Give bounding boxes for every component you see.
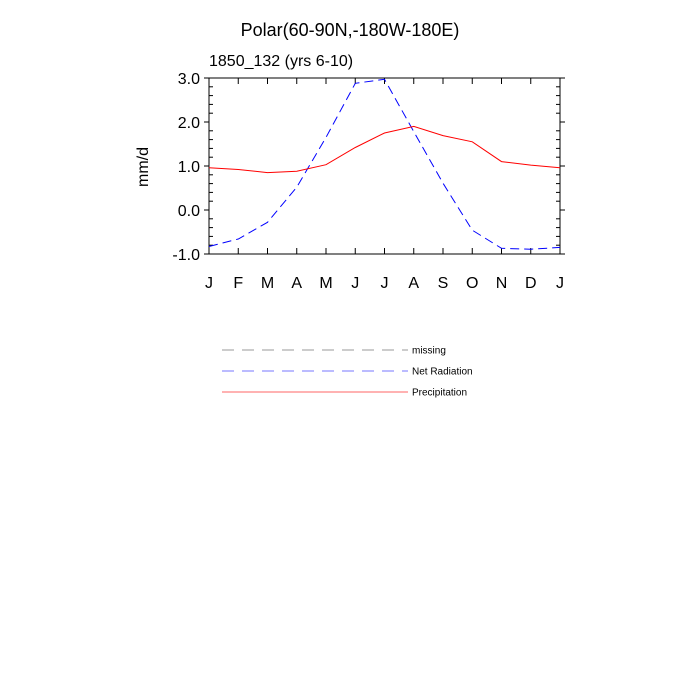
x-tick-label: M bbox=[319, 275, 332, 292]
chart-title: Polar(60-90N,-180W-180E) bbox=[241, 20, 460, 40]
series-line-precipitation bbox=[208, 125, 561, 174]
y-axis-label: mm/d bbox=[135, 147, 152, 187]
x-tick-label: A bbox=[291, 275, 302, 292]
y-tick-labels: -1.0 0.0 1.0 2.0 3.0 bbox=[172, 71, 200, 264]
x-tick-label: O bbox=[466, 275, 478, 292]
legend: missing Net Radiation Precipitation bbox=[222, 346, 473, 399]
plot-frame bbox=[208, 77, 561, 255]
x-tick-label: N bbox=[496, 275, 508, 292]
x-tick-label: J bbox=[351, 275, 359, 292]
y-tick-label: -1.0 bbox=[172, 247, 200, 264]
series-line-net-radiation bbox=[208, 78, 561, 250]
y-tick-label: 3.0 bbox=[178, 71, 200, 88]
legend-label: missing bbox=[412, 346, 446, 357]
x-tick-label: D bbox=[525, 275, 537, 292]
legend-label: Net Radiation bbox=[412, 367, 473, 378]
y-tick-label: 1.0 bbox=[178, 159, 200, 176]
tick-marks bbox=[204, 77, 565, 255]
series-layer bbox=[208, 78, 561, 250]
y-tick-label: 2.0 bbox=[178, 115, 200, 132]
x-tick-label: J bbox=[556, 275, 564, 292]
chart-subtitle: 1850_132 (yrs 6-10) bbox=[209, 53, 353, 70]
x-tick-label: A bbox=[408, 275, 419, 292]
y-tick-label: 0.0 bbox=[178, 203, 200, 220]
x-tick-label: J bbox=[205, 275, 213, 292]
x-tick-label: S bbox=[438, 275, 449, 292]
x-tick-label: F bbox=[233, 275, 243, 292]
x-tick-label: M bbox=[261, 275, 274, 292]
legend-label: Precipitation bbox=[412, 388, 467, 399]
x-tick-label: J bbox=[381, 275, 389, 292]
